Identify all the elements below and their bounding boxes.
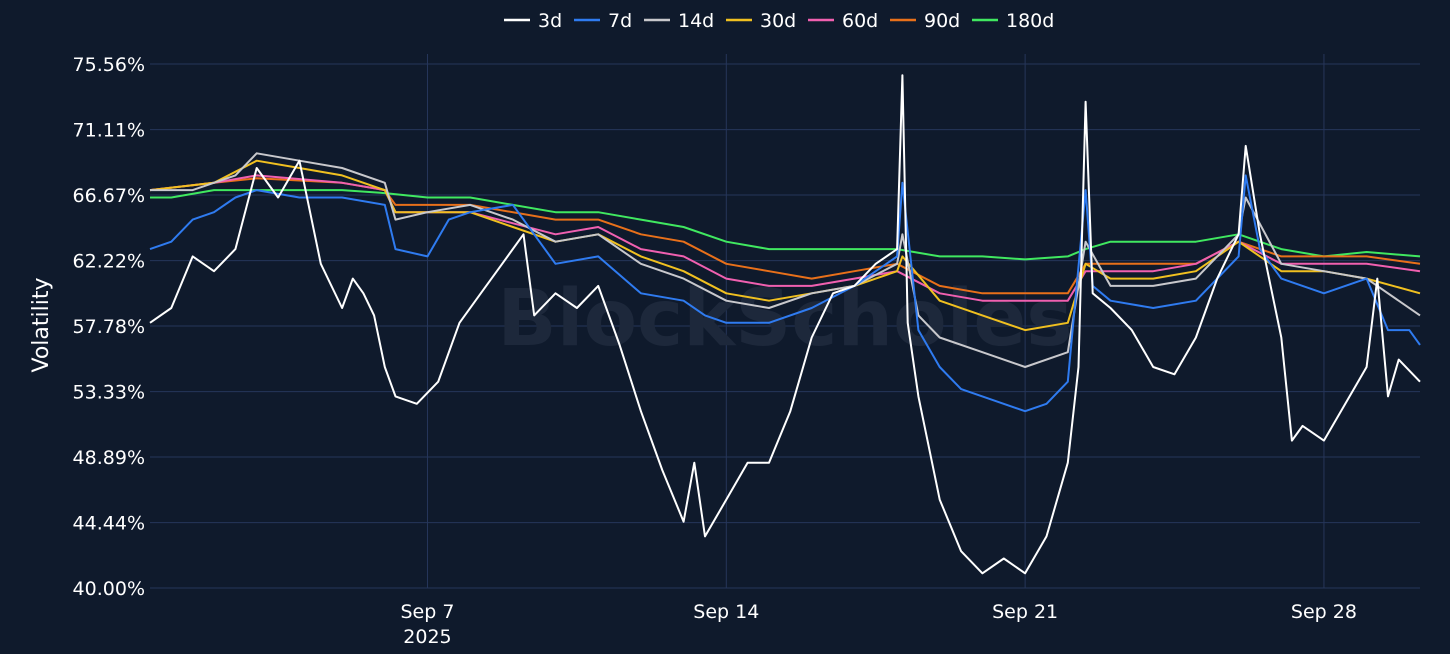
y-tick-labels: 75.56% 71.11% 66.67% 62.22% 57.78% 53.33% 48.8…: [73, 54, 145, 600]
y-tick-label: 71.11%: [73, 120, 145, 142]
y-tick-label: 53.33%: [73, 382, 145, 404]
y-tick-label: 48.89%: [73, 447, 145, 469]
legend-label-30d: 30d: [760, 10, 796, 32]
series-layer: [149, 74, 1421, 575]
grid-layer: [150, 54, 1420, 589]
x-tick-label: Sep 14: [693, 601, 759, 623]
y-tick-label: 62.22%: [73, 251, 145, 273]
series-line-3d: [149, 74, 1421, 575]
watermark: BlockScholes: [497, 274, 1072, 364]
x-tick-label: Sep 21: [992, 601, 1058, 623]
series-line-14d: [150, 152, 1421, 368]
legend-label-14d: 14d: [678, 10, 714, 32]
y-tick-label: 44.44%: [73, 513, 145, 535]
legend-label-60d: 60d: [842, 10, 878, 32]
y-tick-label: 66.67%: [73, 185, 145, 207]
y-tick-label: 57.78%: [73, 316, 145, 338]
x-tick-sublabel: 2025: [403, 626, 451, 648]
y-axis-label: Volatility: [29, 277, 54, 372]
legend: 3d 7d 14d 30d 60d 90d 180d: [504, 10, 1054, 32]
legend-label-7d: 7d: [608, 10, 632, 32]
x-tick-labels: Sep 7 2025 Sep 14 Sep 21 Sep 28: [401, 601, 1357, 648]
legend-label-3d: 3d: [538, 10, 562, 32]
series-line-180d: [150, 189, 1421, 261]
y-tick-label: 75.56%: [73, 54, 145, 76]
series-line-7d: [149, 174, 1421, 413]
y-tick-label: 40.00%: [73, 578, 145, 600]
x-tick-label: Sep 7: [401, 601, 455, 623]
legend-label-90d: 90d: [924, 10, 960, 32]
legend-label-180d: 180d: [1006, 10, 1054, 32]
x-tick-label: Sep 28: [1291, 601, 1357, 623]
